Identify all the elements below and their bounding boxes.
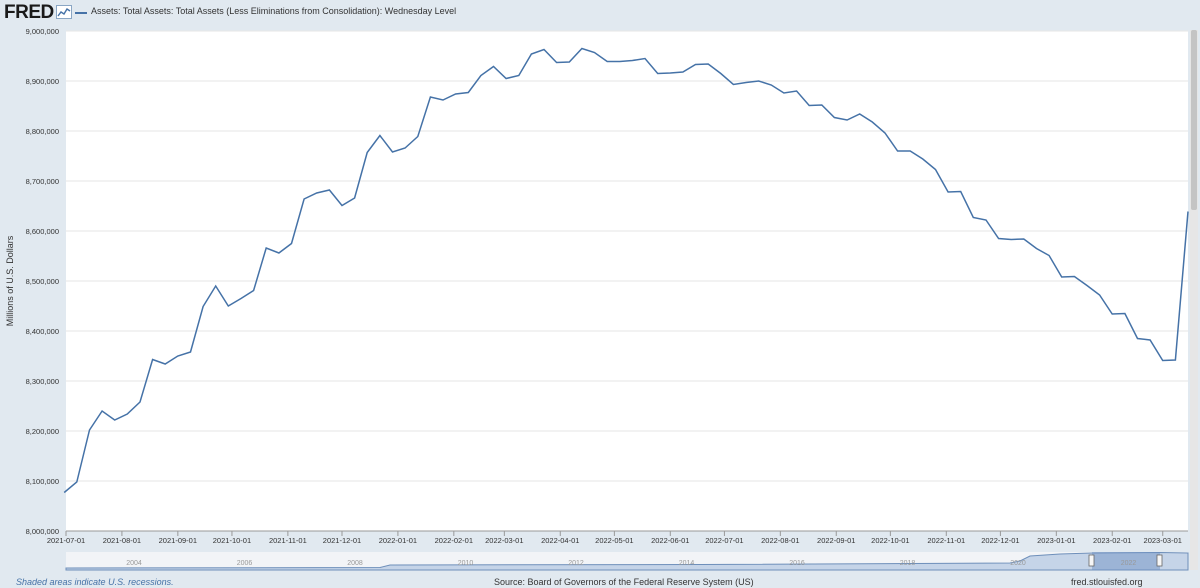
y-tick-label: 8,700,000 [26,177,59,186]
navigator-year-label: 2010 [458,560,474,567]
recession-note: Shaded areas indicate U.S. recessions. [16,577,174,587]
y-tick-label: 8,200,000 [26,427,59,436]
navigator-year-label: 2014 [679,560,695,567]
x-tick-label: 2022-12-01 [981,536,1019,545]
scrollbar-track[interactable] [1190,30,1198,570]
fred-logo[interactable]: FRED [4,2,54,23]
x-tick-label: 2022-05-01 [595,536,633,545]
x-tick-label: 2022-06-01 [651,536,689,545]
range-navigator[interactable]: 2004 2006 2008 2010 2012 2014 2016 2018 2020 2022 [65,551,1189,571]
navigator-year-label: 2012 [568,560,584,567]
y-tick-label: 9,000,000 [26,27,59,36]
chart-header: FRED Assets: Total Assets: Total Assets … [0,0,1200,26]
navigator-selected-range[interactable] [1092,552,1160,570]
y-axis-label: Millions of U.S. Dollars [5,235,15,326]
y-axis-ticks: 8,000,000 8,100,000 8,200,000 8,300,000 8,40… [26,27,59,536]
navigator-left-handle[interactable] [1088,554,1095,567]
legend-swatch [75,12,87,14]
x-tick-label: 2022-03-01 [485,536,523,545]
x-tick-label: 2022-07-01 [705,536,743,545]
fred-chart-icon [56,5,72,19]
navigator-year-label: 2006 [237,560,253,567]
y-tick-label: 8,400,000 [26,327,59,336]
site-link[interactable]: fred.stlouisfed.org [1071,577,1143,587]
x-axis-ticks: 2021-07-01 2021-08-01 2021-09-01 2021-10-01… [47,531,1182,545]
navigator-year-labels: 2004 2006 2008 2010 2012 2014 2016 2018 2020 2022 [126,560,1136,567]
source-note: Source: Board of Governors of the Federa… [494,577,754,587]
x-tick-label: 2021-10-01 [213,536,251,545]
x-tick-label: 2022-02-01 [435,536,473,545]
x-tick-label: 2023-02-01 [1093,536,1131,545]
x-tick-label: 2022-10-01 [871,536,909,545]
y-tick-label: 8,300,000 [26,377,59,386]
legend-entry[interactable]: Assets: Total Assets: Total Assets (Less… [91,6,457,16]
x-tick-label: 2023-01-01 [1037,536,1075,545]
y-tick-label: 8,600,000 [26,227,59,236]
x-tick-label: 2022-01-01 [379,536,417,545]
x-tick-label: 2021-09-01 [159,536,197,545]
navigator-series-area [65,551,1189,571]
navigator-right-handle[interactable] [1156,554,1163,567]
y-tick-label: 8,500,000 [26,277,59,286]
x-tick-label: 2021-12-01 [323,536,361,545]
x-tick-label: 2023-03-01 [1144,536,1182,545]
navigator-year-label: 2004 [126,560,142,567]
x-tick-label: 2022-08-01 [761,536,799,545]
navigator-year-label: 2008 [347,560,363,567]
x-tick-label: 2021-08-01 [103,536,141,545]
x-tick-label: 2022-04-01 [541,536,579,545]
x-tick-label: 2021-07-01 [47,536,85,545]
y-tick-label: 8,100,000 [26,477,59,486]
x-tick-label: 2022-11-01 [927,536,965,545]
y-tick-label: 8,000,000 [26,527,59,536]
x-tick-label: 2021-11-01 [269,536,307,545]
series-line-total-assets[interactable] [63,47,1189,494]
y-tick-label: 8,800,000 [26,127,59,136]
x-tick-label: 2022-09-01 [817,536,855,545]
y-tick-label: 8,900,000 [26,77,59,86]
navigator-year-label: 2022 [1121,560,1137,567]
navigator-year-label: 2016 [789,560,805,567]
navigator-year-label: 2020 [1010,560,1026,567]
scrollbar-thumb[interactable] [1191,30,1197,210]
navigator-year-label: 2018 [900,560,916,567]
